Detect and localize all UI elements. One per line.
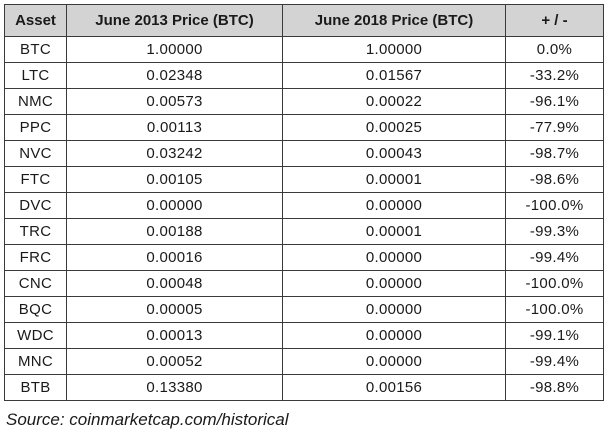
header-june-2018-price: June 2018 Price (BTC) <box>282 4 506 37</box>
price-2018-cell: 0.00022 <box>282 88 506 115</box>
price-2013-cell: 0.00113 <box>66 114 283 141</box>
asset-cell: WDC <box>4 322 67 349</box>
table-row: FRC 0.00016 0.00000 -99.4% <box>4 244 604 271</box>
price-2018-cell: 0.00000 <box>282 192 506 219</box>
table-row: BTB 0.13380 0.00156 -98.8% <box>4 374 604 401</box>
price-2018-cell: 0.01567 <box>282 62 506 89</box>
table-row: BQC 0.00005 0.00000 -100.0% <box>4 296 604 323</box>
price-2018-cell: 1.00000 <box>282 36 506 63</box>
price-2013-cell: 0.03242 <box>66 140 283 167</box>
price-2018-cell: 0.00001 <box>282 166 506 193</box>
price-2013-cell: 0.00052 <box>66 348 283 375</box>
change-cell: -100.0% <box>505 192 604 219</box>
price-2018-cell: 0.00025 <box>282 114 506 141</box>
header-change: + / - <box>505 4 604 37</box>
table-row: NMC 0.00573 0.00022 -96.1% <box>4 88 604 115</box>
table-row: MNC 0.00052 0.00000 -99.4% <box>4 348 604 375</box>
asset-cell: LTC <box>4 62 67 89</box>
change-cell: -100.0% <box>505 296 604 323</box>
table-row: DVC 0.00000 0.00000 -100.0% <box>4 192 604 219</box>
price-2013-cell: 0.00000 <box>66 192 283 219</box>
asset-cell: BTB <box>4 374 67 401</box>
price-2013-cell: 0.13380 <box>66 374 283 401</box>
table-row: PPC 0.00113 0.00025 -77.9% <box>4 114 604 141</box>
price-2013-cell: 0.02348 <box>66 62 283 89</box>
price-2013-cell: 0.00005 <box>66 296 283 323</box>
price-2018-cell: 0.00000 <box>282 244 506 271</box>
change-cell: -99.3% <box>505 218 604 245</box>
change-cell: -99.4% <box>505 244 604 271</box>
asset-cell: NMC <box>4 88 67 115</box>
change-cell: -98.8% <box>505 374 604 401</box>
table-header-row: Asset June 2013 Price (BTC) June 2018 Pr… <box>4 4 604 37</box>
asset-cell: DVC <box>4 192 67 219</box>
asset-cell: MNC <box>4 348 67 375</box>
change-cell: -100.0% <box>505 270 604 297</box>
price-2018-cell: 0.00001 <box>282 218 506 245</box>
price-2013-cell: 0.00013 <box>66 322 283 349</box>
price-2018-cell: 0.00156 <box>282 374 506 401</box>
asset-cell: FRC <box>4 244 67 271</box>
price-2013-cell: 0.00016 <box>66 244 283 271</box>
header-june-2013-price: June 2013 Price (BTC) <box>66 4 283 37</box>
change-cell: -77.9% <box>505 114 604 141</box>
asset-cell: TRC <box>4 218 67 245</box>
table-row: FTC 0.00105 0.00001 -98.6% <box>4 166 604 193</box>
price-2013-cell: 0.00188 <box>66 218 283 245</box>
price-comparison-table: Asset June 2013 Price (BTC) June 2018 Pr… <box>4 4 604 401</box>
price-2013-cell: 0.00105 <box>66 166 283 193</box>
table-row: BTC 1.00000 1.00000 0.0% <box>4 36 604 63</box>
change-cell: -33.2% <box>505 62 604 89</box>
price-2018-cell: 0.00000 <box>282 322 506 349</box>
change-cell: -98.7% <box>505 140 604 167</box>
table-row: WDC 0.00013 0.00000 -99.1% <box>4 322 604 349</box>
price-2018-cell: 0.00043 <box>282 140 506 167</box>
table-body: BTC 1.00000 1.00000 0.0% LTC 0.02348 0.01567 -3… <box>4 36 604 401</box>
asset-cell: CNC <box>4 270 67 297</box>
asset-cell: BTC <box>4 36 67 63</box>
change-cell: -99.4% <box>505 348 604 375</box>
change-cell: 0.0% <box>505 36 604 63</box>
price-2018-cell: 0.00000 <box>282 270 506 297</box>
price-comparison-table-container: Asset June 2013 Price (BTC) June 2018 Pr… <box>4 4 604 405</box>
change-cell: -98.6% <box>505 166 604 193</box>
source-note: Source: coinmarketcap.com/historical <box>6 410 289 429</box>
price-2013-cell: 1.00000 <box>66 36 283 63</box>
table-row: LTC 0.02348 0.01567 -33.2% <box>4 62 604 89</box>
table-row: CNC 0.00048 0.00000 -100.0% <box>4 270 604 297</box>
header-asset: Asset <box>4 4 67 37</box>
asset-cell: BQC <box>4 296 67 323</box>
asset-cell: FTC <box>4 166 67 193</box>
price-2018-cell: 0.00000 <box>282 296 506 323</box>
table-row: TRC 0.00188 0.00001 -99.3% <box>4 218 604 245</box>
change-cell: -96.1% <box>505 88 604 115</box>
price-2018-cell: 0.00000 <box>282 348 506 375</box>
price-2013-cell: 0.00573 <box>66 88 283 115</box>
asset-cell: NVC <box>4 140 67 167</box>
change-cell: -99.1% <box>505 322 604 349</box>
asset-cell: PPC <box>4 114 67 141</box>
table-row: NVC 0.03242 0.00043 -98.7% <box>4 140 604 167</box>
price-2013-cell: 0.00048 <box>66 270 283 297</box>
